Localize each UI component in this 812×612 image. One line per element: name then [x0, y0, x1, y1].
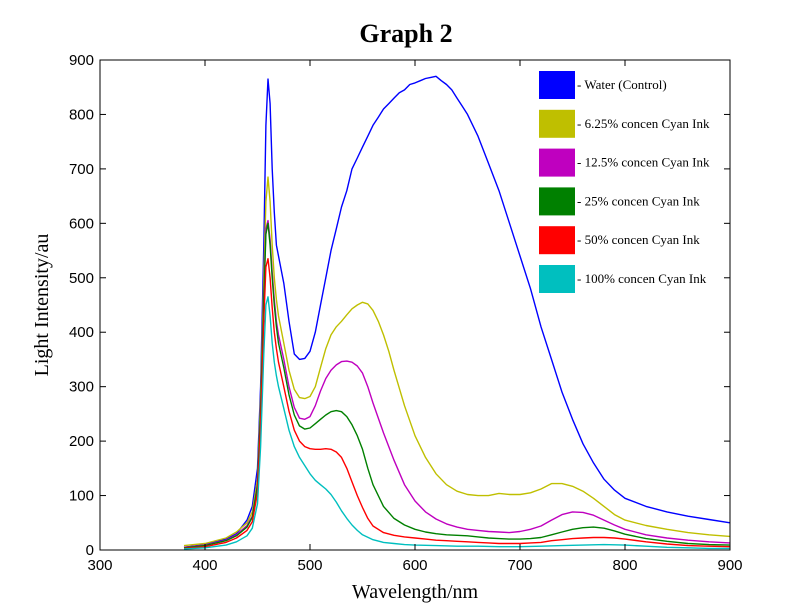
y-tick-label: 300: [69, 379, 94, 396]
x-tick-label: 800: [612, 557, 637, 574]
y-tick-label: 700: [69, 161, 94, 178]
y-tick-label: 400: [69, 324, 94, 341]
legend-label-3: - 25% concen Cyan Ink: [577, 193, 700, 208]
x-tick-label: 300: [87, 557, 112, 574]
series-line-0: [183, 75, 731, 548]
series-line-1: [183, 176, 731, 547]
legend-label-0: - Water (Control): [577, 77, 667, 92]
legend-swatch-5: [539, 265, 575, 293]
legend: - Water (Control) - 6.25% concen Cyan Ink…: [539, 71, 710, 293]
x-tick-label: 400: [192, 557, 217, 574]
legend-swatch-1: [539, 109, 575, 138]
series-line-4: [183, 258, 731, 550]
x-axis-ticks: 300 400 500 600 700 800 900: [87, 60, 743, 574]
plot-area: 300 400 500 600 700 800 900 0 100 200 300 400 500 60…: [69, 52, 743, 574]
legend-swatch-3: [539, 187, 575, 216]
y-tick-label: 0: [86, 542, 94, 559]
y-axis-ticks: 0 100 200 300 400 500 600 700 800 900: [69, 52, 730, 559]
plot-frame: [99, 59, 731, 551]
series-line-5: [183, 296, 730, 550]
chart-title: Graph 2: [359, 19, 452, 48]
x-tick-label: 700: [507, 557, 532, 574]
x-tick-label: 900: [717, 557, 742, 574]
legend-label-1: - 6.25% concen Cyan Ink: [577, 116, 710, 131]
legend-label-2: - 12.5% concen Cyan Ink: [577, 155, 710, 170]
y-tick-label: 100: [69, 488, 94, 505]
legend-label-4: - 50% concen Cyan Ink: [577, 232, 700, 247]
legend-swatch-0: [539, 71, 575, 99]
y-axis-label: Light Intensity/au: [31, 234, 53, 377]
y-tick-label: 500: [69, 270, 94, 287]
x-tick-label: 600: [402, 557, 427, 574]
x-tick-label: 500: [297, 557, 322, 574]
series-layer: [183, 75, 731, 550]
legend-label-5: - 100% concen Cyan Ink: [577, 271, 707, 286]
x-axis-label: Wavelength/nm: [352, 581, 479, 603]
series-line-3: [183, 222, 731, 549]
y-tick-label: 900: [69, 52, 94, 69]
y-tick-label: 800: [69, 106, 94, 123]
y-tick-label: 600: [69, 215, 94, 232]
y-tick-label: 200: [69, 433, 94, 450]
legend-swatch-2: [539, 148, 575, 177]
legend-swatch-4: [539, 226, 575, 255]
